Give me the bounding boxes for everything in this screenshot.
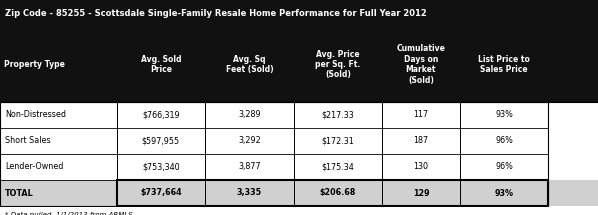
Bar [0, 0, 598, 27]
Text: 3,877: 3,877 [238, 163, 261, 172]
Text: 93%: 93% [495, 189, 514, 198]
Text: Short Sales: Short Sales [5, 137, 50, 146]
Text: $206.68: $206.68 [320, 189, 356, 198]
Bar [0, 27, 598, 102]
Bar [0, 128, 598, 154]
Bar [0, 154, 598, 180]
Bar [0, 102, 548, 206]
Text: Cumulative
Days on
Market
(Sold): Cumulative Days on Market (Sold) [396, 45, 446, 84]
Text: 129: 129 [413, 189, 429, 198]
Bar [0, 102, 598, 128]
Bar [0, 180, 598, 206]
Text: 3,292: 3,292 [238, 137, 261, 146]
Text: $737,664: $737,664 [140, 189, 182, 198]
Bar [117, 180, 548, 206]
Text: $217.33: $217.33 [322, 111, 354, 120]
Text: * Data pulled  1/1/2013 from ARMLS: * Data pulled 1/1/2013 from ARMLS [5, 212, 132, 215]
Text: Non-Distressed: Non-Distressed [5, 111, 66, 120]
Text: $172.31: $172.31 [322, 137, 354, 146]
Text: 96%: 96% [495, 137, 513, 146]
Text: Property Type: Property Type [4, 60, 65, 69]
Text: 3,289: 3,289 [238, 111, 261, 120]
Text: List Price to
Sales Price: List Price to Sales Price [478, 55, 530, 74]
Text: 96%: 96% [495, 163, 513, 172]
Text: Lender-Owned: Lender-Owned [5, 163, 63, 172]
Text: 130: 130 [413, 163, 429, 172]
Text: TOTAL: TOTAL [5, 189, 33, 198]
Bar [0, 206, 598, 215]
Text: 117: 117 [413, 111, 429, 120]
Text: $175.34: $175.34 [322, 163, 354, 172]
Text: Avg. Sold
Price: Avg. Sold Price [141, 55, 181, 74]
Text: $597,955: $597,955 [142, 137, 180, 146]
Text: 3,335: 3,335 [237, 189, 262, 198]
Text: 187: 187 [413, 137, 429, 146]
Text: $753,340: $753,340 [142, 163, 179, 172]
Text: 93%: 93% [495, 111, 513, 120]
Text: Avg. Price
per Sq. Ft.
(Sold): Avg. Price per Sq. Ft. (Sold) [315, 50, 361, 79]
Text: Avg. Sq
Feet (Sold): Avg. Sq Feet (Sold) [225, 55, 273, 74]
Text: $766,319: $766,319 [142, 111, 179, 120]
Text: Zip Code - 85255 - Scottsdale Single-Family Resale Home Performance for Full Yea: Zip Code - 85255 - Scottsdale Single-Fam… [5, 9, 426, 18]
